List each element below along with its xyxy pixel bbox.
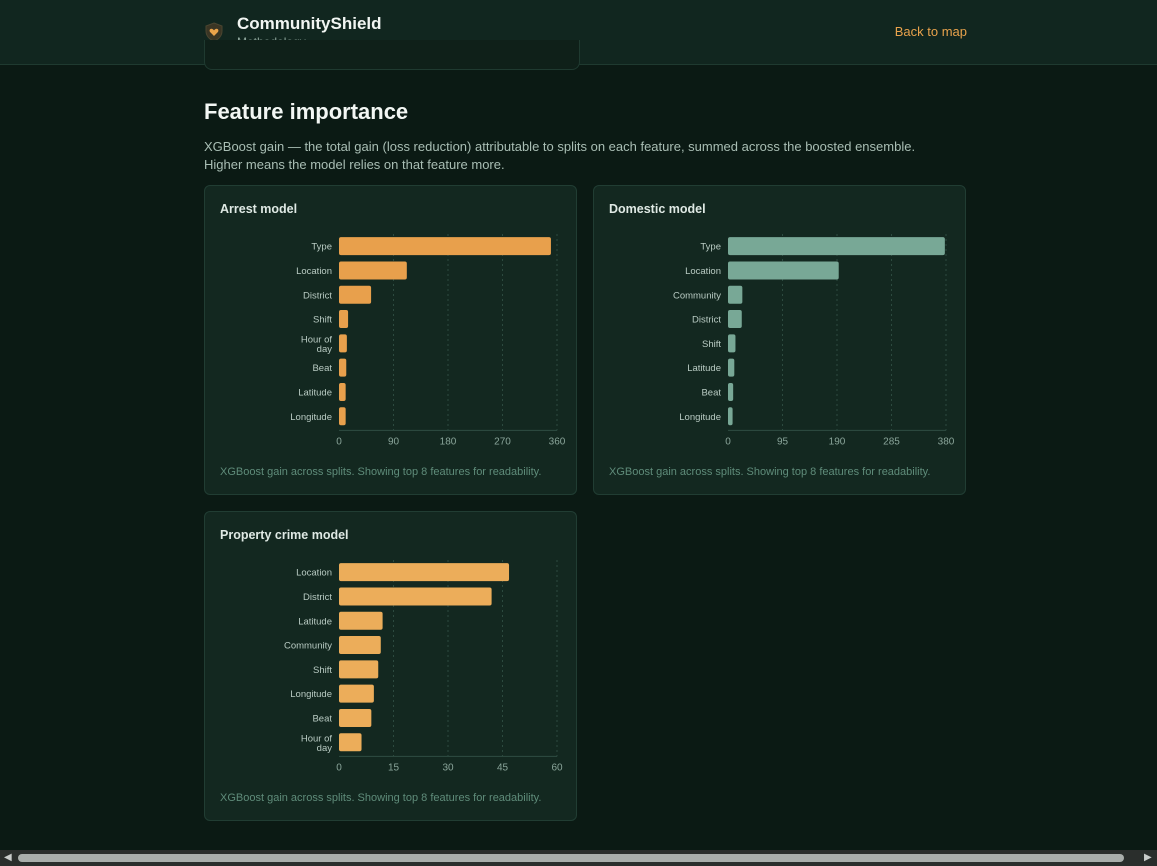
- bar: [339, 611, 383, 630]
- category-label-line: day: [317, 743, 333, 754]
- category-label: Longitude: [290, 412, 332, 423]
- chart-note: XGBoost gain across splits. Showing top …: [220, 792, 542, 804]
- category-label: District: [303, 592, 332, 603]
- category-label: Hour of day: [301, 334, 333, 355]
- bar: [728, 285, 743, 304]
- category-label: Shift: [313, 665, 332, 676]
- category-label: Location: [685, 266, 721, 277]
- category-label: Community: [284, 641, 332, 652]
- category-label: Beat: [312, 363, 332, 374]
- category-label: Community: [673, 290, 721, 301]
- category-label: Type: [700, 242, 721, 253]
- x-tick-label: 180: [440, 436, 457, 447]
- x-tick-label: 360: [549, 436, 566, 447]
- scroll-right-icon[interactable]: ▶: [1144, 852, 1152, 863]
- category-label: Shift: [702, 339, 721, 350]
- back-to-map-link[interactable]: Back to map: [894, 24, 967, 39]
- bar: [728, 237, 945, 256]
- bar: [339, 382, 346, 401]
- previous-section-card: [204, 40, 580, 70]
- category-label: Type: [311, 242, 332, 253]
- bar: [339, 358, 347, 377]
- bar: [339, 587, 492, 606]
- category-label: District: [303, 290, 332, 301]
- x-tick-label: 0: [336, 762, 342, 773]
- bar: [728, 358, 735, 377]
- category-label: Beat: [312, 713, 332, 724]
- bar: [728, 382, 734, 401]
- app-name: CommunityShield: [237, 14, 382, 33]
- description-line-1: XGBoost gain — the total gain (loss redu…: [204, 139, 916, 154]
- bar: [339, 285, 372, 304]
- section-title: Feature importance: [204, 99, 409, 124]
- category-label: Shift: [313, 315, 332, 326]
- category-label: District: [692, 315, 721, 326]
- category-label: Longitude: [290, 689, 332, 700]
- arrest-model-chart: 0 90 180 270 360 Type Location District Shift Hou…: [290, 234, 566, 447]
- scroll-left-icon[interactable]: ◀: [4, 852, 12, 863]
- description-line-2: Higher means the model relies on that fe…: [204, 157, 505, 172]
- x-tick-label: 60: [551, 762, 563, 773]
- chart-title: Property crime model: [220, 528, 349, 542]
- x-tick-label: 270: [494, 436, 511, 447]
- domestic-model-chart: 0 95 190 285 380 Type Location Community Distric…: [673, 234, 955, 447]
- arrest-model-card: Arrest model 0 90 180 270 360 Type Location Dis…: [204, 185, 577, 495]
- scrollbar-thumb[interactable]: [18, 854, 1124, 862]
- category-label: Longitude: [679, 412, 721, 423]
- x-tick-label: 0: [336, 436, 342, 447]
- category-label: Latitude: [687, 363, 721, 374]
- bar: [339, 310, 349, 329]
- category-label: Location: [296, 568, 332, 579]
- x-tick-label: 380: [938, 436, 955, 447]
- category-label: Latitude: [298, 616, 332, 627]
- x-tick-label: 45: [497, 762, 509, 773]
- section-description: XGBoost gain — the total gain (loss redu…: [204, 138, 964, 174]
- bar: [339, 660, 379, 679]
- property-crime-model-card: Property crime model 0 15 30 45 60 Location Di…: [204, 511, 577, 821]
- chart-note: XGBoost gain across splits. Showing top …: [609, 466, 931, 478]
- shield-heart-icon: [205, 22, 223, 42]
- bar: [339, 261, 407, 280]
- x-tick-label: 285: [883, 436, 900, 447]
- x-tick-label: 0: [725, 436, 731, 447]
- bar: [339, 334, 347, 353]
- bar: [339, 733, 362, 752]
- bar: [728, 334, 736, 353]
- x-tick-label: 190: [829, 436, 846, 447]
- category-label-line: Hour of: [301, 334, 333, 345]
- bar: [728, 407, 733, 426]
- category-label: Latitude: [298, 387, 332, 398]
- domestic-model-card: Domestic model 0 95 190 285 380 Type Location C…: [593, 185, 966, 495]
- chart-title: Arrest model: [220, 202, 298, 216]
- bar: [339, 636, 381, 655]
- bar: [339, 563, 510, 582]
- category-label-line: Hour of: [301, 733, 333, 744]
- x-tick-label: 15: [388, 762, 400, 773]
- bar: [728, 310, 742, 329]
- property-crime-model-chart: 0 15 30 45 60 Location District Latitude Communi…: [284, 560, 563, 773]
- bar: [728, 261, 839, 280]
- x-tick-label: 95: [777, 436, 789, 447]
- category-label: Location: [296, 266, 332, 277]
- category-label: Hour of day: [301, 733, 333, 754]
- x-tick-label: 30: [442, 762, 454, 773]
- x-tick-label: 90: [388, 436, 400, 447]
- bar: [339, 237, 551, 256]
- category-label: Beat: [701, 387, 721, 398]
- chart-note: XGBoost gain across splits. Showing top …: [220, 466, 542, 478]
- bar: [339, 407, 346, 426]
- bar: [339, 708, 372, 727]
- bar: [339, 684, 374, 703]
- category-label-line: day: [317, 344, 333, 355]
- chart-title: Domestic model: [609, 202, 706, 216]
